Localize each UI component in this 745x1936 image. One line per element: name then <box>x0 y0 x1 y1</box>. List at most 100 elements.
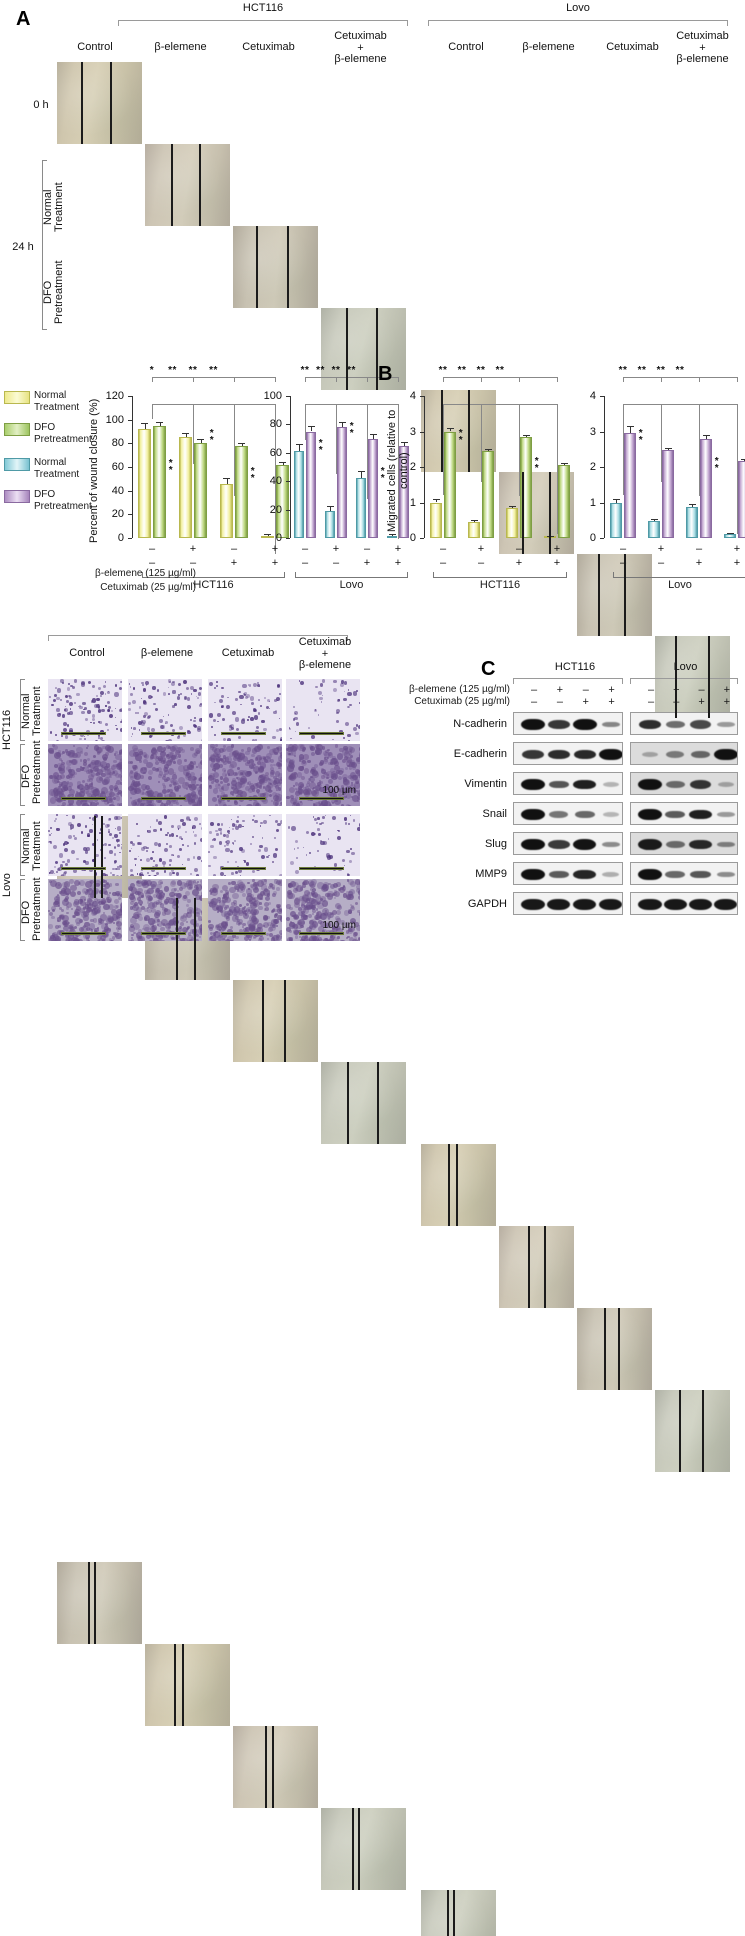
inner-significance-star: ** <box>248 468 258 482</box>
blot-band <box>574 750 596 760</box>
transwell-image-lovo-normal-control <box>48 814 122 876</box>
blot-band <box>665 871 685 878</box>
y-tick-label: 60 <box>100 461 124 473</box>
y-tick-label: 20 <box>262 504 282 516</box>
cond-line-2: Pretreatment <box>31 740 43 804</box>
panel-a-rowcond-normal: Normal Treatment <box>43 165 69 250</box>
y-tick-label: 0 <box>400 532 416 544</box>
panel-a-col-label-combo-hct116: Cetuximab + β-elemene <box>313 31 408 66</box>
legend-swatch-normal-blue <box>4 458 30 471</box>
transwell-cellline-hct116: HCT116 <box>2 690 20 770</box>
blot-band <box>714 749 738 760</box>
y-tick <box>128 514 132 515</box>
panel-c-row-label-cetuximab: Cetuximab (25 µg/ml) <box>370 696 510 707</box>
blot-band <box>521 719 545 730</box>
panel-c-blot-mmp9-hct116 <box>513 862 623 885</box>
y-tick <box>420 432 424 433</box>
panel-c-blot-slug-lovo <box>630 832 738 855</box>
wound-image-lovo-24h-normal-cetuximab <box>577 1308 652 1390</box>
y-tick-label: 3 <box>400 426 416 438</box>
bar-migration-lovo-g2-s1 <box>700 439 712 538</box>
error-cap <box>156 422 163 423</box>
legend-swatch-normal-yellow <box>4 391 30 404</box>
bar-wound-lovo-g1-s1 <box>337 427 347 538</box>
combo-line-1: Cetuximab <box>313 31 408 43</box>
blot-band <box>521 839 545 850</box>
bar-wound-lovo-g2-s1 <box>368 439 378 538</box>
panel-a-cellline-lovo: Lovo <box>428 3 728 15</box>
y-tick <box>286 453 290 454</box>
panel-c-blot-gapdh-hct116 <box>513 892 623 915</box>
blot-band <box>638 839 661 849</box>
error-cap <box>703 435 710 436</box>
blot-band <box>664 899 687 909</box>
xsign-belemene-1: + <box>185 543 201 555</box>
xsign-cetuximab-2: + <box>511 557 527 569</box>
y-tick <box>420 503 424 504</box>
transwell-cond-hct116-dfo: DFO Pretreatment <box>21 748 45 804</box>
blot-band <box>638 899 661 909</box>
blot-band <box>599 899 622 909</box>
wound-image-hct116-24h-dfo-cetuximab <box>233 1726 318 1808</box>
xsign-cetuximab-2: + <box>359 557 375 569</box>
bar-migration-lovo-g0-s0 <box>610 503 622 538</box>
xsign-belemene-2: – <box>226 543 242 555</box>
significance-star: ** <box>164 365 182 376</box>
blot-band <box>549 871 569 879</box>
panel-c-protein-label-n-cadherin: N-cadherin <box>395 718 507 730</box>
y-tick <box>128 443 132 444</box>
panel-c-blot-vimentin-hct116 <box>513 772 623 795</box>
legend-line-2: Treatment <box>34 402 79 413</box>
panel-c-row-label-belemene: β-elemene (125 µg/ml) <box>370 684 510 695</box>
significance-baseline <box>623 404 737 405</box>
panel-c-sign-lovo-row0-col2: – <box>695 684 709 696</box>
bar-migration-hct116-g1-s0 <box>468 522 480 538</box>
panel-c-sign-lovo-row0-col3: + <box>720 684 734 696</box>
significance-baseline <box>152 404 275 405</box>
blot-band <box>714 899 737 909</box>
y-tick-label: 80 <box>100 437 124 449</box>
xaxis-group-bracket <box>613 572 745 578</box>
transwell-image-hct116-normal-cetuximab <box>208 679 282 741</box>
panel-c-sign-hct116-row1-col1: – <box>553 696 567 708</box>
xsign-belemene-2: – <box>691 543 707 555</box>
blot-band <box>690 720 711 728</box>
bar-migration-hct116-g2-s0 <box>506 508 518 538</box>
blot-band <box>666 781 685 788</box>
error-cap <box>370 434 377 435</box>
xsign-belemene-1: + <box>473 543 489 555</box>
significance-tick <box>398 377 399 382</box>
significance-drop <box>661 404 662 482</box>
scale-bar <box>141 732 185 735</box>
scale-bar <box>61 732 105 735</box>
significance-drop <box>367 404 368 499</box>
blot-band <box>575 811 595 818</box>
bar-migration-lovo-g3-s1 <box>738 461 745 538</box>
significance-star: ** <box>671 365 689 376</box>
panel-c-blot-n-cadherin-hct116 <box>513 712 623 735</box>
y-tick-label: 120 <box>100 390 124 402</box>
xsign-belemene-3: + <box>549 543 565 555</box>
panel-c-sign-hct116-row1-col3: + <box>605 696 619 708</box>
significance-bracket <box>443 377 557 378</box>
xaxis-row-label-belemene-left: β-elemene (125 µg/ml) <box>8 568 196 579</box>
panel-c-blot-vimentin-lovo <box>630 772 738 795</box>
significance-drop <box>305 404 306 440</box>
blot-band <box>548 840 570 849</box>
inner-significance-star: ** <box>207 430 217 444</box>
blot-band <box>638 869 662 880</box>
transwell-image-lovo-dfo-control <box>48 879 122 941</box>
panel-c-blot-n-cadherin-lovo <box>630 712 738 735</box>
inner-significance-star: ** <box>347 423 357 437</box>
panel-c-cellline-lovo: Lovo <box>633 662 738 674</box>
y-tick <box>128 420 132 421</box>
bar-wound-hct116-g1-s1 <box>194 443 207 538</box>
scale-bar <box>299 732 343 735</box>
y-tick <box>600 467 604 468</box>
blot-band <box>666 841 685 848</box>
legend-line-1: Normal <box>34 457 66 468</box>
blot-band <box>717 722 734 727</box>
bar-wound-hct116-g2-s0 <box>220 484 233 538</box>
blot-band <box>689 899 712 909</box>
blot-band <box>602 842 620 848</box>
